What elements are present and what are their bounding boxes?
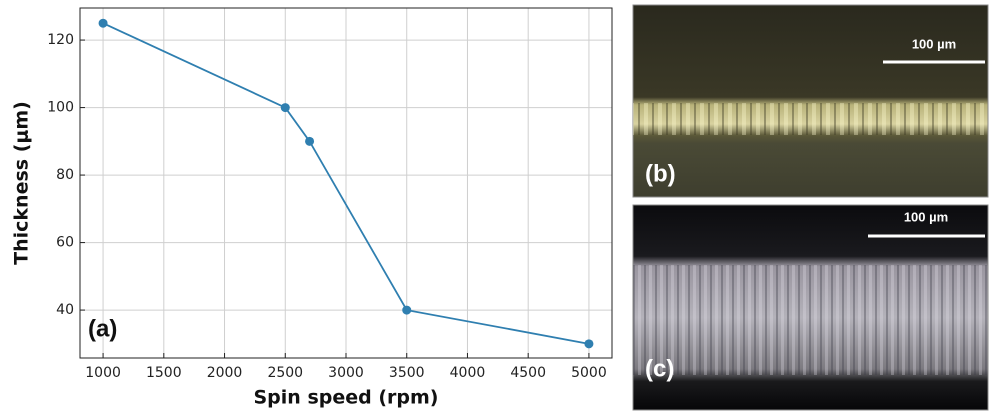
panel-label: (a) <box>88 315 117 342</box>
image-c: 100 µm (c) <box>632 204 989 411</box>
data-point <box>402 305 412 315</box>
x-tick-label: 2000 <box>207 365 243 381</box>
x-tick-label: 1000 <box>85 365 121 381</box>
scale-label: 100 µm <box>904 209 948 224</box>
data-point <box>280 103 290 113</box>
axes-frame <box>79 7 613 359</box>
x-tick-label: 4500 <box>510 365 546 381</box>
image-b: 100 µm (b) <box>632 4 989 198</box>
x-axis-label: Spin speed (rpm) <box>254 387 439 409</box>
panel-label: (b) <box>645 160 676 187</box>
data-point <box>98 18 108 28</box>
x-tick-label: 3000 <box>328 365 364 381</box>
y-tick-label: 120 <box>47 32 74 48</box>
x-tick-label: 4000 <box>450 365 486 381</box>
x-tick-label: 5000 <box>571 365 607 381</box>
y-axis-label: Thickness (μm) <box>11 101 33 265</box>
texture <box>633 103 988 135</box>
y-tick-label: 60 <box>56 235 74 251</box>
x-tick-label: 2500 <box>267 365 303 381</box>
y-tick-label: 80 <box>56 167 74 183</box>
data-point <box>584 339 594 349</box>
plot: 1000 1500 2000 2500 3000 3500 4000 4500 5000 40 60… <box>11 7 613 409</box>
texture <box>633 265 988 375</box>
x-tick-label: 1500 <box>146 365 182 381</box>
y-tick-label: 100 <box>47 100 74 116</box>
scale-label: 100 µm <box>912 36 956 51</box>
data-point <box>305 136 315 146</box>
x-tick-label: 3500 <box>389 365 425 381</box>
y-tick-label: 40 <box>56 302 74 318</box>
micrograph <box>632 4 989 198</box>
panel-label: (c) <box>645 355 674 382</box>
